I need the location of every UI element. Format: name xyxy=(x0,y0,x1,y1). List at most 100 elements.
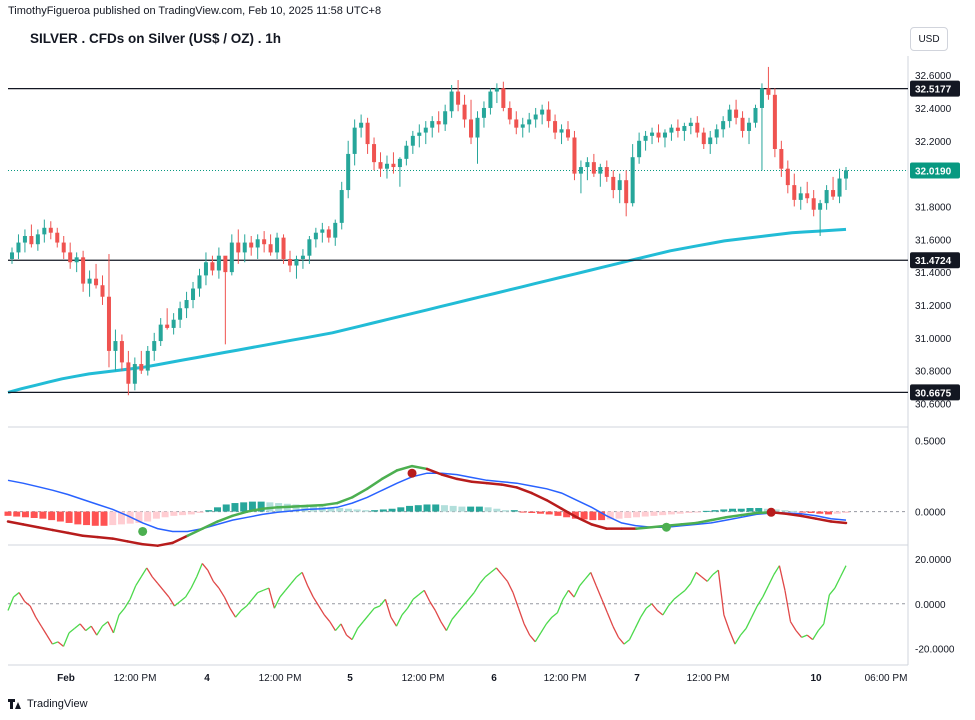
candle-body xyxy=(22,236,27,243)
oscillator-line-segment xyxy=(812,630,819,640)
macd-line-segment xyxy=(96,535,114,540)
oscillator-line-segment xyxy=(68,627,76,634)
macd-histogram-bar xyxy=(440,505,448,512)
macd-histogram-bar xyxy=(807,511,815,513)
macd-line-segment xyxy=(51,528,70,535)
macd-histogram-bar xyxy=(301,505,309,512)
macd-line-segment xyxy=(321,501,339,507)
oscillator-line-segment xyxy=(445,619,453,631)
oscillator-line-segment xyxy=(379,598,386,607)
publish-info: TimothyFigueroa published on TradingView… xyxy=(8,5,382,17)
oscillator-line-segment xyxy=(218,587,225,598)
oscillator-line-segment xyxy=(828,587,836,596)
oscillator-line-segment xyxy=(90,625,98,636)
oscillator-line-segment xyxy=(384,599,392,618)
oscillator-line-segment xyxy=(46,634,53,645)
level-price-badge xyxy=(910,384,960,401)
macd-histogram-bar xyxy=(13,511,21,517)
oscillator-line-segment xyxy=(52,641,59,645)
price-tick-label: 31.4000 xyxy=(915,268,952,279)
candle-body xyxy=(714,129,719,138)
oscillator-line-segment xyxy=(296,571,303,578)
candle-body xyxy=(81,257,86,284)
macd-histogram-bar xyxy=(633,511,640,518)
currency-button[interactable]: USD xyxy=(910,27,948,51)
macd-histogram-bar xyxy=(615,511,623,519)
candle-body xyxy=(94,278,99,286)
oscillator-line-segment xyxy=(179,596,186,603)
candle-body xyxy=(843,170,849,179)
candle-body xyxy=(662,132,667,138)
macd-histogram-bar xyxy=(179,511,187,516)
macd-histogram-bar xyxy=(21,511,29,518)
macd-line-segment xyxy=(6,520,25,526)
time-axis-label: 10 xyxy=(810,673,822,684)
oscillator-line-segment xyxy=(634,616,642,629)
oscillator-line-segment xyxy=(568,589,575,598)
macd-line-segment xyxy=(425,467,444,476)
macd-line-segment xyxy=(829,520,848,525)
candle-body xyxy=(546,109,551,122)
candle-body xyxy=(203,262,208,276)
oscillator-line-segment xyxy=(529,634,536,643)
candle-body xyxy=(287,258,293,266)
level-price-label: 30.6675 xyxy=(915,388,952,399)
oscillator-line-segment xyxy=(246,598,253,607)
candle-body xyxy=(268,244,273,253)
oscillator-line-segment xyxy=(556,599,564,613)
macd-histogram-bar xyxy=(248,501,256,512)
oscillator-line-segment xyxy=(479,576,486,585)
candle-body xyxy=(275,237,280,253)
macd-histogram-bar xyxy=(510,510,518,512)
macd-histogram-bar xyxy=(91,511,99,526)
candle-body xyxy=(158,324,163,342)
oscillator-line-segment xyxy=(651,603,658,611)
candle-body xyxy=(734,109,739,118)
macd-histogram-bar xyxy=(30,511,38,518)
candle-body xyxy=(565,129,571,138)
last-price-label: 32.0190 xyxy=(915,167,952,178)
oscillator-line-segment xyxy=(440,621,447,631)
macd-histogram-bar xyxy=(641,511,649,517)
oscillator-line-segment xyxy=(684,583,692,591)
macd-histogram-bar xyxy=(816,511,824,514)
macd-line-segment xyxy=(186,527,204,537)
candle-body xyxy=(456,91,461,105)
candle-body xyxy=(132,364,137,384)
candle-body xyxy=(74,257,79,263)
main-price-pane xyxy=(7,66,908,396)
macd-line-segment xyxy=(515,486,533,495)
oscillator-line-segment xyxy=(101,621,109,627)
price-tick-label: 31.0000 xyxy=(915,334,952,345)
oscillator-line-segment xyxy=(495,567,503,576)
oscillator-line-segment xyxy=(18,592,26,602)
oscillator-line-segment xyxy=(407,598,414,609)
oscillator-line-segment xyxy=(590,572,597,587)
macd-histogram-bar xyxy=(545,511,553,515)
macd-histogram-bar xyxy=(833,511,841,514)
macd-line-segment xyxy=(590,523,608,530)
oscillator-line-segment xyxy=(351,628,359,640)
macd-line-segment xyxy=(335,496,354,505)
chart-title: SILVER . CFDs on Silver (US$ / OZ) . 1h xyxy=(30,31,282,46)
oscillator-line-segment xyxy=(801,634,808,638)
macd-line-segment xyxy=(291,504,309,508)
tradingview-logo[interactable]: TradingView xyxy=(8,698,88,710)
macd-histogram-bar xyxy=(536,511,544,514)
oscillator-line-segment xyxy=(667,598,675,607)
macd-line-segment xyxy=(261,506,279,510)
candle-body xyxy=(721,121,726,130)
candle-body xyxy=(29,236,34,245)
candle-body xyxy=(326,229,331,238)
macd-line-segment xyxy=(365,477,384,491)
macd-histogram-bar xyxy=(484,507,492,512)
oscillator-line-segment xyxy=(562,589,570,600)
candle-body xyxy=(766,88,771,95)
candle-body xyxy=(391,163,396,168)
macd-histogram-bar xyxy=(737,508,745,512)
candle-body xyxy=(785,168,790,186)
macd-line-segment xyxy=(560,507,578,519)
macd-histogram-bar xyxy=(598,511,606,521)
candle-body xyxy=(378,162,383,169)
